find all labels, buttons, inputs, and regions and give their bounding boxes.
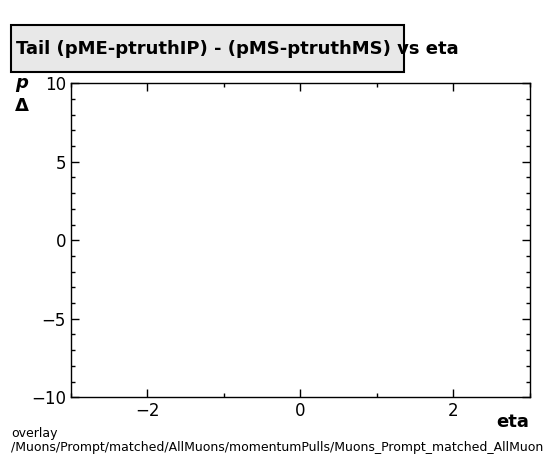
Text: eta: eta xyxy=(497,413,530,432)
Text: overlay: overlay xyxy=(11,427,57,440)
Text: Tail (pME-ptruthIP) - (pMS-ptruthMS) vs eta: Tail (pME-ptruthIP) - (pMS-ptruthMS) vs … xyxy=(16,40,459,57)
Text: Δ: Δ xyxy=(15,97,29,115)
Text: p: p xyxy=(15,74,28,92)
Text: /Muons/Prompt/matched/AllMuons/momentumPulls/Muons_Prompt_matched_AllMuon: /Muons/Prompt/matched/AllMuons/momentumP… xyxy=(11,441,543,454)
